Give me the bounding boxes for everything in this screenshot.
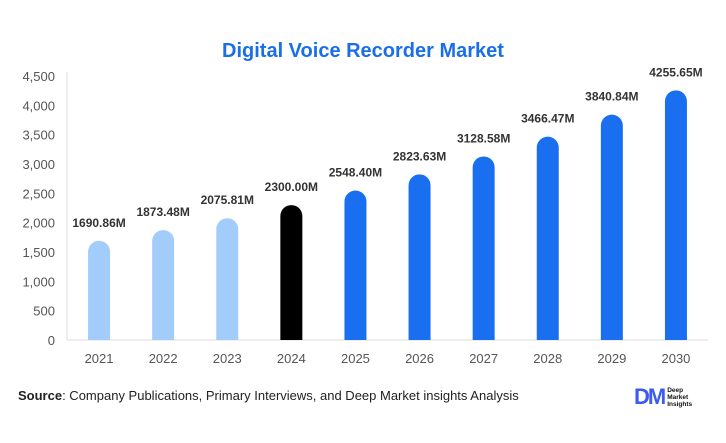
y-tick-label: 2,000 [22, 216, 55, 231]
y-tick-label: 1,500 [22, 245, 55, 260]
data-label: 1690.86M [72, 216, 125, 230]
logo-line: Deep [667, 386, 684, 394]
y-tick-label: 0 [48, 333, 55, 348]
bar [280, 205, 303, 340]
bar [408, 174, 431, 340]
y-tick-label: 2,500 [22, 186, 55, 201]
y-tick-label: 4,000 [22, 98, 55, 113]
bar [600, 114, 623, 341]
logo-line: Insights [667, 400, 693, 408]
bar [536, 136, 559, 340]
x-tick-label: 2021 [85, 351, 114, 366]
source-label: Source [18, 388, 63, 403]
data-label: 3128.58M [457, 131, 510, 145]
y-tick-label: 3,500 [22, 128, 55, 143]
x-tick-label: 2025 [341, 351, 370, 366]
x-tick-label: 2023 [213, 351, 242, 366]
data-label: 4255.65M [649, 65, 702, 79]
data-label: 2075.81M [201, 193, 254, 207]
data-label: 2548.40M [329, 165, 382, 179]
x-tick-label: 2022 [149, 351, 178, 366]
logo: DM Deep Market Insights [634, 384, 692, 410]
y-tick-label: 1,000 [22, 274, 55, 289]
data-label: 3840.84M [585, 90, 638, 104]
data-label: 1873.48M [136, 205, 189, 219]
y-tick-label: 4,500 [22, 69, 55, 84]
x-tick-label: 2029 [597, 351, 626, 366]
x-tick-label: 2030 [661, 351, 690, 366]
x-tick-label: 2027 [469, 351, 498, 366]
bar [344, 190, 367, 340]
source-text: : Company Publications, Primary Intervie… [62, 388, 519, 403]
source-note: Source: Company Publications, Primary In… [18, 388, 519, 403]
x-tick-label: 2024 [277, 351, 306, 366]
x-tick-label: 2026 [405, 351, 434, 366]
y-tick-label: 500 [33, 304, 55, 319]
logo-mark: DM [634, 384, 666, 409]
bar [216, 218, 239, 340]
bar [664, 90, 687, 340]
bar [472, 156, 495, 340]
x-tick-label: 2028 [533, 351, 562, 366]
bar [88, 240, 111, 340]
bar [152, 230, 175, 340]
chart-title: Digital Voice Recorder Market [222, 40, 504, 62]
data-label: 2823.63M [393, 149, 446, 163]
y-tick-label: 3,000 [22, 157, 55, 172]
data-label: 3466.47M [521, 112, 574, 126]
data-label: 2300.00M [265, 180, 318, 194]
logo-line: Market [667, 393, 689, 401]
